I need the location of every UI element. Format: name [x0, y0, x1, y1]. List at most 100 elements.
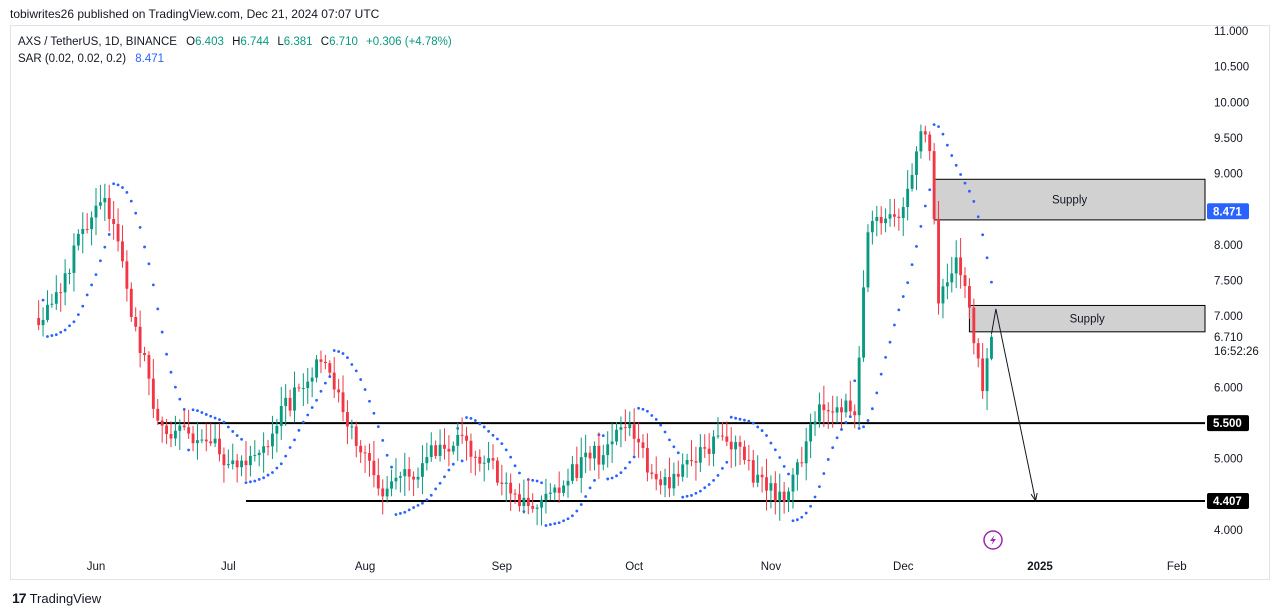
- candle[interactable]: [588, 446, 592, 471]
- candle[interactable]: [244, 441, 248, 481]
- candle[interactable]: [196, 421, 199, 460]
- candle[interactable]: [844, 393, 848, 418]
- candle[interactable]: [773, 471, 777, 515]
- candle[interactable]: [641, 434, 645, 459]
- candle[interactable]: [420, 445, 424, 495]
- candle[interactable]: [941, 278, 945, 319]
- candle[interactable]: [967, 278, 971, 319]
- candle[interactable]: [743, 440, 746, 465]
- candle[interactable]: [923, 125, 927, 143]
- candle[interactable]: [932, 143, 936, 225]
- candle[interactable]: [350, 419, 354, 440]
- candle[interactable]: [187, 409, 191, 439]
- candle[interactable]: [985, 348, 989, 411]
- candle[interactable]: [862, 270, 865, 362]
- candle[interactable]: [390, 469, 393, 497]
- candle[interactable]: [685, 453, 689, 478]
- candle[interactable]: [778, 473, 782, 521]
- candle[interactable]: [575, 446, 579, 482]
- candle[interactable]: [182, 409, 186, 431]
- candle[interactable]: [672, 462, 676, 496]
- candle[interactable]: [557, 471, 561, 503]
- candle[interactable]: [945, 263, 949, 300]
- candle[interactable]: [438, 429, 442, 462]
- candle[interactable]: [37, 300, 41, 331]
- candle[interactable]: [623, 409, 627, 442]
- candle[interactable]: [606, 431, 610, 468]
- candle[interactable]: [160, 416, 164, 443]
- indicator-label[interactable]: SAR (0.02, 0.02, 0.2): [18, 53, 127, 65]
- candle[interactable]: [456, 422, 460, 461]
- candle[interactable]: [301, 373, 305, 406]
- candle[interactable]: [482, 455, 486, 482]
- candle[interactable]: [416, 467, 420, 489]
- candle[interactable]: [173, 415, 177, 446]
- tradingview-footer[interactable]: 17 TradingView: [12, 588, 101, 608]
- candle[interactable]: [487, 442, 491, 471]
- candle[interactable]: [240, 455, 244, 477]
- candle[interactable]: [98, 184, 102, 210]
- candle[interactable]: [804, 427, 808, 481]
- candle[interactable]: [795, 458, 799, 491]
- candle[interactable]: [478, 449, 482, 472]
- candle[interactable]: [835, 396, 839, 424]
- candle[interactable]: [566, 468, 570, 498]
- candle[interactable]: [747, 444, 751, 471]
- candle[interactable]: [319, 350, 323, 374]
- candle[interactable]: [963, 267, 967, 298]
- candle[interactable]: [870, 210, 874, 245]
- candle[interactable]: [147, 351, 151, 396]
- candle[interactable]: [720, 421, 724, 441]
- candle[interactable]: [465, 426, 468, 461]
- candle[interactable]: [650, 464, 654, 480]
- supply-zone[interactable]: [933, 178, 1206, 221]
- candle[interactable]: [306, 367, 310, 404]
- candle[interactable]: [368, 443, 371, 477]
- candle[interactable]: [601, 444, 605, 471]
- candle[interactable]: [346, 400, 349, 445]
- candle[interactable]: [540, 495, 543, 526]
- candle[interactable]: [663, 468, 667, 498]
- candle[interactable]: [791, 467, 795, 509]
- candle[interactable]: [41, 307, 45, 337]
- candle[interactable]: [853, 404, 857, 429]
- candle[interactable]: [919, 124, 923, 159]
- candle[interactable]: [597, 432, 601, 479]
- supply-zone[interactable]: [968, 304, 1206, 333]
- candle[interactable]: [90, 211, 94, 246]
- candle[interactable]: [81, 212, 85, 254]
- candle[interactable]: [394, 458, 398, 490]
- candle[interactable]: [412, 471, 416, 497]
- candle[interactable]: [698, 434, 702, 473]
- candle[interactable]: [632, 408, 636, 456]
- candle[interactable]: [813, 411, 817, 436]
- candle[interactable]: [976, 338, 980, 368]
- candle[interactable]: [818, 392, 821, 428]
- candle[interactable]: [125, 250, 129, 302]
- candle[interactable]: [169, 421, 173, 448]
- candle[interactable]: [937, 200, 940, 315]
- candle[interactable]: [822, 385, 826, 428]
- candle[interactable]: [734, 435, 738, 467]
- candle[interactable]: [288, 389, 292, 417]
- candle[interactable]: [553, 484, 557, 501]
- candle[interactable]: [143, 346, 146, 362]
- candle[interactable]: [107, 184, 111, 232]
- candle[interactable]: [116, 208, 120, 252]
- candle[interactable]: [63, 259, 67, 306]
- candle[interactable]: [495, 457, 499, 486]
- candle[interactable]: [848, 380, 852, 417]
- candle[interactable]: [156, 398, 160, 425]
- candle[interactable]: [509, 473, 513, 511]
- candle[interactable]: [253, 440, 257, 462]
- candle[interactable]: [460, 417, 464, 444]
- candle[interactable]: [769, 475, 773, 509]
- candle[interactable]: [531, 493, 535, 513]
- candle[interactable]: [151, 359, 155, 419]
- candle[interactable]: [235, 454, 239, 483]
- candle[interactable]: [68, 268, 71, 285]
- candle[interactable]: [760, 466, 764, 493]
- candle[interactable]: [765, 458, 768, 511]
- candle[interactable]: [668, 457, 671, 497]
- candle[interactable]: [434, 440, 438, 459]
